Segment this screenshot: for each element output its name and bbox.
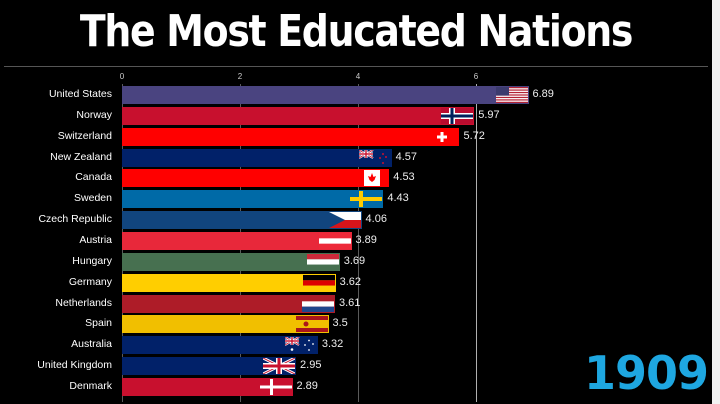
- x-tick-label: 4: [355, 72, 361, 81]
- bar: [122, 377, 293, 396]
- country-label: United States: [48, 88, 112, 100]
- right-edge-strip: [712, 0, 720, 404]
- bar-row: United Kingdom 2.95: [0, 357, 712, 376]
- bar: [122, 252, 340, 271]
- flag-ch-icon: [426, 128, 458, 145]
- value-label: 5.97: [478, 108, 500, 121]
- bar: [122, 315, 329, 334]
- bar: [122, 294, 335, 313]
- bar: [122, 169, 390, 188]
- x-tick-label: 6: [473, 72, 479, 81]
- chart-title: The Most Educated Nations: [79, 6, 634, 57]
- bar-row: Norway 5.97: [0, 106, 712, 125]
- flag-au-icon: [284, 337, 317, 354]
- gridline: [358, 84, 359, 402]
- value-label: 2.95: [300, 359, 322, 372]
- x-tick-label: 0: [119, 72, 125, 81]
- country-label: Spain: [85, 317, 112, 330]
- value-label: 4.43: [387, 192, 409, 205]
- bar-row: Czech Republic 4.06: [0, 211, 712, 230]
- flag-nz-icon: [358, 149, 391, 166]
- country-label: Denmark: [69, 379, 112, 392]
- bar-row: Australia 3.32: [0, 336, 712, 355]
- bar: [122, 148, 392, 167]
- country-label: Sweden: [74, 192, 112, 205]
- flag-ca-icon: [356, 170, 389, 187]
- bar-row: Sweden 4.43: [0, 190, 712, 209]
- value-label: 5.72: [463, 129, 485, 142]
- bar-row: Switzerland 5.72: [0, 127, 712, 146]
- value-label: 4.57: [395, 150, 418, 163]
- flag-dk-icon: [259, 378, 292, 395]
- bar-row: Austria 3.89: [0, 231, 712, 250]
- country-label: Germany: [68, 275, 112, 288]
- flag-no-icon: [441, 107, 474, 124]
- country-label: United Kingdom: [37, 359, 112, 372]
- bar-row: Germany 3.62: [0, 273, 712, 292]
- bar: [122, 106, 475, 125]
- value-label: 3.62: [339, 275, 361, 288]
- bar: [122, 190, 384, 209]
- bar-row: Netherlands 3.61: [0, 294, 712, 313]
- bar: [122, 273, 336, 292]
- flag-at-icon: [318, 232, 351, 249]
- bar: [122, 357, 297, 376]
- bar-row: United States 6.89: [0, 86, 712, 104]
- flag-cz-icon: [328, 212, 361, 229]
- flag-de-icon: [302, 274, 335, 291]
- flag-us-icon: [495, 87, 528, 103]
- title-divider: [4, 66, 708, 67]
- value-label: 2.89: [296, 379, 318, 392]
- bar-row: Denmark 2.89: [0, 377, 712, 396]
- flag-hu-icon: [306, 253, 339, 270]
- value-label: 3.5: [332, 317, 348, 330]
- value-label: 3.89: [355, 233, 377, 246]
- bar-row: Hungary 3.69: [0, 252, 712, 271]
- flag-nl-icon: [301, 295, 334, 312]
- bar: [122, 231, 352, 250]
- value-label: 3.61: [338, 296, 361, 309]
- country-label: Canada: [75, 171, 112, 184]
- gridline: [476, 84, 477, 402]
- country-label: Austria: [79, 233, 112, 246]
- year-label: 1909: [583, 346, 709, 400]
- value-label: 4.53: [393, 171, 415, 184]
- country-label: Norway: [76, 108, 112, 121]
- bar-row: New Zealand 4.57: [0, 148, 712, 167]
- bar: [122, 127, 460, 146]
- country-label: Australia: [71, 338, 112, 351]
- bar: [122, 211, 362, 230]
- bar: [122, 86, 529, 104]
- flag-gb-icon: [263, 358, 296, 375]
- flag-es-icon: [295, 316, 328, 333]
- country-label: Switzerland: [57, 129, 112, 142]
- bar: [122, 336, 318, 355]
- x-tick-label: 2: [237, 72, 243, 81]
- flag-se-icon: [350, 191, 383, 208]
- country-label: New Zealand: [50, 150, 112, 163]
- bar-row: Spain 3.5: [0, 315, 712, 334]
- value-label: 3.69: [343, 254, 366, 267]
- country-label: Hungary: [72, 254, 112, 267]
- bar-row: Canada 4.53: [0, 169, 712, 188]
- country-label: Netherlands: [55, 296, 112, 309]
- value-label: 6.89: [532, 88, 554, 100]
- value-label: 4.06: [365, 213, 387, 226]
- value-label: 3.32: [321, 338, 344, 351]
- country-label: Czech Republic: [38, 213, 112, 226]
